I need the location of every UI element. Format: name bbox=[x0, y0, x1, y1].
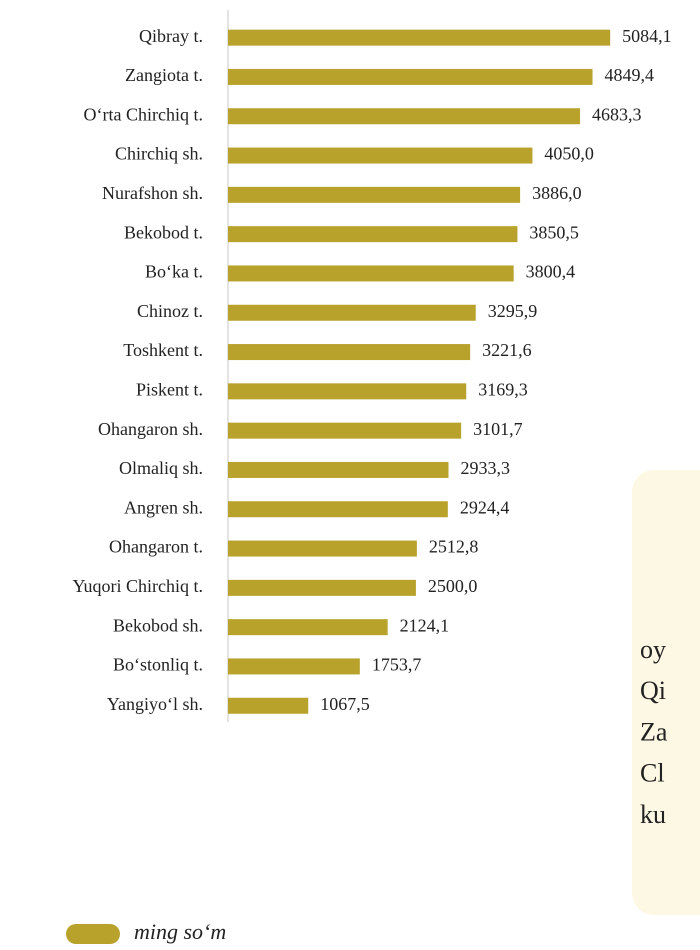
bar bbox=[228, 422, 462, 439]
category-label: Chirchiq sh. bbox=[115, 144, 203, 164]
callout-text: Cl bbox=[640, 759, 665, 788]
bar bbox=[228, 265, 514, 282]
category-label: O‘rta Chirchiq t. bbox=[84, 104, 203, 124]
value-label: 3886,0 bbox=[532, 183, 582, 203]
value-label: 1067,5 bbox=[320, 694, 370, 714]
callout-text: Qi bbox=[640, 676, 666, 705]
value-label: 2512,8 bbox=[429, 537, 479, 557]
value-label: 3295,9 bbox=[488, 301, 538, 321]
value-label: 5084,1 bbox=[622, 26, 672, 46]
bar bbox=[228, 658, 360, 675]
callout-box bbox=[632, 470, 700, 915]
value-label: 2924,4 bbox=[460, 497, 510, 517]
category-label: Yuqori Chirchiq t. bbox=[73, 576, 204, 596]
bar bbox=[228, 344, 471, 361]
value-label: 2500,0 bbox=[428, 576, 478, 596]
value-label: 3169,3 bbox=[478, 379, 528, 399]
bar bbox=[228, 68, 593, 85]
category-label: Bekobod sh. bbox=[113, 615, 203, 635]
bar bbox=[228, 108, 581, 125]
value-label: 4683,3 bbox=[592, 104, 642, 124]
category-label: Bo‘stonliq t. bbox=[113, 655, 203, 675]
value-label: 3800,4 bbox=[526, 262, 576, 282]
bar bbox=[228, 29, 611, 46]
category-label: Nurafshon sh. bbox=[102, 183, 203, 203]
value-label: 4050,0 bbox=[544, 144, 594, 164]
callout-text: oy bbox=[640, 635, 666, 664]
bar bbox=[228, 186, 521, 203]
value-label: 3221,6 bbox=[482, 340, 532, 360]
bar bbox=[228, 304, 476, 321]
category-label: Piskent t. bbox=[136, 379, 203, 399]
category-label: Ohangaron t. bbox=[109, 537, 203, 557]
callout-text: Za bbox=[640, 717, 668, 746]
bar bbox=[228, 579, 416, 596]
category-label: Bekobod t. bbox=[124, 222, 203, 242]
legend-swatch bbox=[66, 924, 120, 944]
value-label: 3101,7 bbox=[473, 419, 522, 439]
value-label: 3850,5 bbox=[529, 222, 579, 242]
category-label: Toshkent t. bbox=[123, 340, 203, 360]
category-label: Ohangaron sh. bbox=[98, 419, 203, 439]
category-label: Bo‘ka t. bbox=[145, 262, 203, 282]
category-label: Qibray t. bbox=[139, 26, 203, 46]
bar bbox=[228, 619, 388, 636]
value-label: 1753,7 bbox=[372, 655, 422, 675]
category-label: Chinoz t. bbox=[137, 301, 203, 321]
legend-label: ming so‘m bbox=[134, 919, 226, 944]
bar bbox=[228, 226, 518, 243]
value-label: 2933,3 bbox=[460, 458, 510, 478]
bar bbox=[228, 461, 449, 478]
bar bbox=[228, 501, 448, 518]
category-label: Angren sh. bbox=[124, 497, 203, 517]
value-label: 4849,4 bbox=[605, 65, 655, 85]
value-label: 2124,1 bbox=[400, 615, 450, 635]
category-label: Yangiyo‘l sh. bbox=[107, 694, 203, 714]
category-label: Zangiota t. bbox=[125, 65, 203, 85]
bar bbox=[228, 147, 533, 164]
callout-text: ku bbox=[640, 800, 666, 829]
bar bbox=[228, 383, 467, 400]
category-label: Olmaliq sh. bbox=[119, 458, 203, 478]
bar bbox=[228, 540, 417, 557]
bar bbox=[228, 697, 309, 714]
